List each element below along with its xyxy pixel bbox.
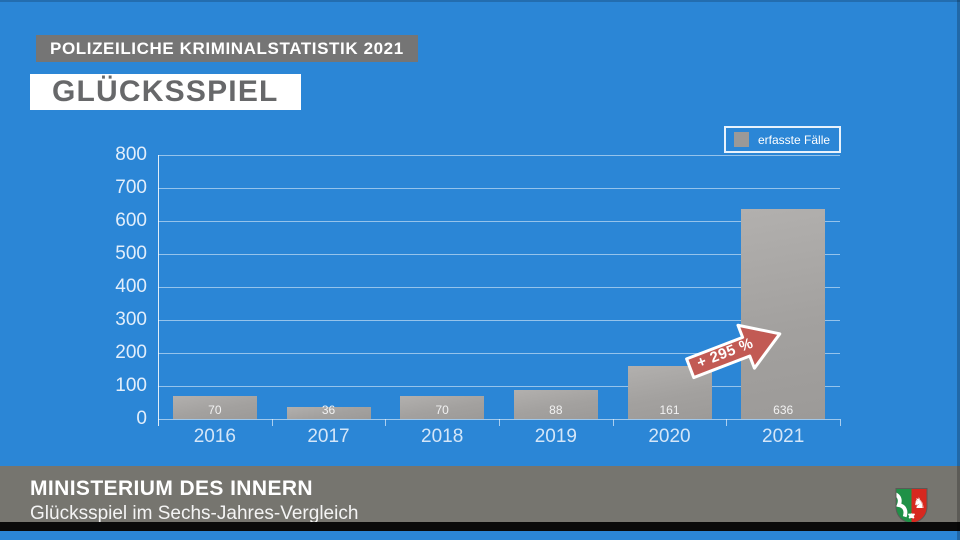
- gridline: [158, 188, 840, 189]
- y-tick-label: 700: [115, 177, 147, 198]
- bar: 636: [741, 209, 826, 419]
- arrow-up-icon: [685, 323, 782, 380]
- y-tick-label: 300: [115, 309, 147, 330]
- gridline: [158, 221, 840, 222]
- y-tick-label: 600: [115, 210, 147, 231]
- x-tick-label: 2018: [421, 426, 464, 447]
- gridline: [158, 287, 840, 288]
- x-axis-tick: [612, 419, 614, 426]
- legend-label: erfasste Fälle: [758, 132, 831, 147]
- bar: 36: [286, 403, 371, 419]
- right-edge-shade: [957, 0, 960, 540]
- bar-value-label: 70: [208, 402, 222, 417]
- bar-value-label: 70: [435, 402, 449, 417]
- y-tick-label: 100: [115, 375, 147, 396]
- bar-value-label: 161: [659, 402, 680, 417]
- footer-title: MINISTERIUM DES INNERN: [30, 477, 313, 500]
- page-title-text: GLÜCKSSPIEL: [52, 75, 279, 108]
- gridline: [158, 320, 840, 321]
- y-tick-label: 0: [136, 408, 147, 429]
- gridline: [158, 155, 840, 156]
- x-tick-label: 2021: [762, 426, 805, 447]
- x-tick-label: 2017: [307, 426, 350, 447]
- x-axis-tick: [385, 419, 387, 426]
- y-tick-label: 500: [115, 243, 147, 264]
- x-tick-label: 2019: [534, 426, 577, 447]
- bar-value-label: 88: [549, 402, 563, 417]
- x-axis-tick: [840, 419, 841, 426]
- gridline: [158, 254, 840, 255]
- increase-annotation: + 295 %: [678, 308, 793, 395]
- legend-swatch: [734, 132, 749, 147]
- gridline: [158, 386, 840, 387]
- y-tick-label: 800: [115, 144, 147, 165]
- bar-value-label: 36: [321, 402, 336, 417]
- bar: 88: [513, 389, 598, 419]
- y-axis-line: [158, 155, 159, 426]
- x-tick-label: 2016: [193, 426, 236, 447]
- chart-legend: erfasste Fälle: [724, 126, 841, 153]
- x-axis-tick: [726, 419, 728, 426]
- bar: 70: [172, 395, 257, 419]
- footer-bar: MINISTERIUM DES INNERN Glücksspiel im Se…: [0, 466, 960, 531]
- x-axis-tick: [499, 419, 500, 426]
- bar-value-label: 636: [773, 402, 794, 417]
- bar: 70: [400, 395, 485, 419]
- gridline: [158, 353, 840, 354]
- kicker-text: POLIZEILICHE KRIMINALSTATISTIK 2021: [50, 38, 404, 58]
- y-tick-label: 200: [115, 342, 147, 363]
- top-edge-shade: [0, 0, 960, 2]
- kicker-banner: POLIZEILICHE KRIMINALSTATISTIK 2021: [36, 35, 418, 62]
- svg-text:♞: ♞: [913, 495, 926, 512]
- x-tick-label: 2020: [648, 426, 691, 447]
- bottom-edge-bar: [0, 522, 960, 531]
- nrw-coat-of-arms-icon: ♞: [895, 488, 928, 525]
- x-axis-tick: [271, 419, 273, 426]
- page-title: GLÜCKSSPIEL: [30, 74, 301, 110]
- footer-subtitle: Glücksspiel im Sechs-Jahres-Vergleich: [30, 503, 359, 524]
- y-tick-label: 400: [115, 276, 147, 297]
